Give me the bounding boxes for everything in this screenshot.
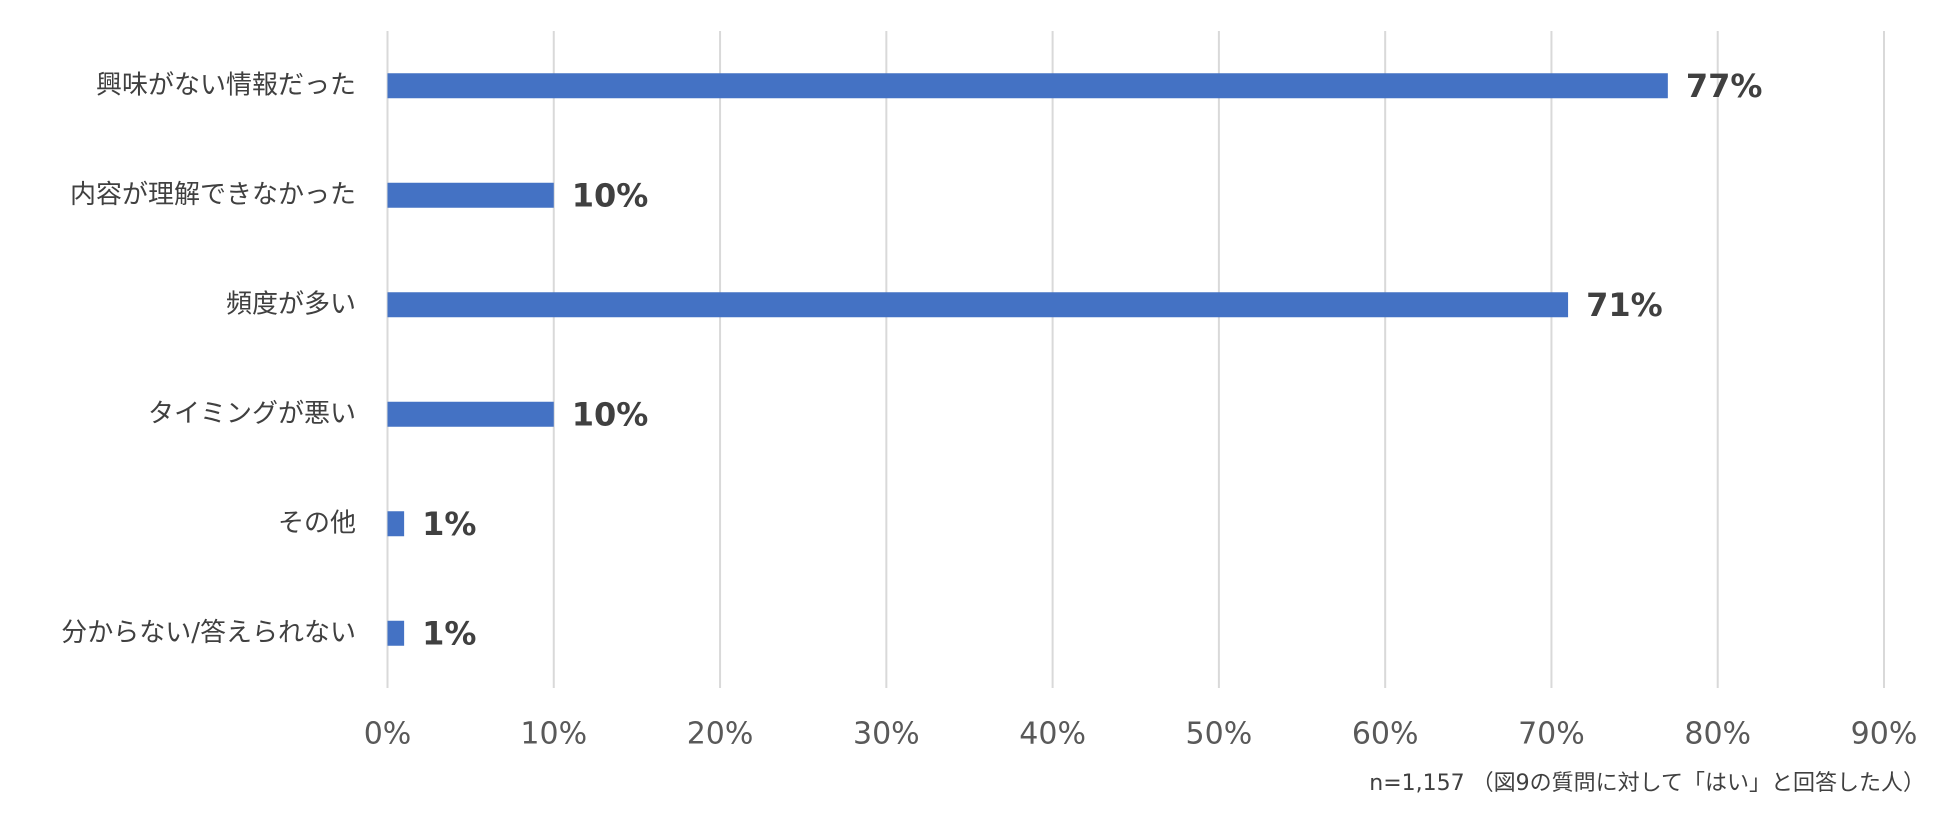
- y-tick-label: 内容が理解できなかった: [70, 180, 356, 210]
- x-tick-label: 60%: [1352, 717, 1419, 752]
- data-label: 1%: [422, 614, 476, 652]
- x-tick-label: 90%: [1851, 717, 1918, 752]
- x-tick-label: 80%: [1684, 717, 1751, 752]
- x-tick-label: 20%: [687, 717, 754, 752]
- data-label: 77%: [1686, 67, 1763, 105]
- y-tick-label: 興味がない情報だった: [96, 70, 356, 100]
- data-label: 1%: [422, 505, 476, 543]
- x-tick-label: 40%: [1019, 717, 1086, 752]
- bar: [387, 620, 405, 646]
- bar: [387, 73, 1668, 99]
- note: n=1,157 （図9の質問に対して「はい」と回答した人）: [1369, 771, 1925, 796]
- x-tick-label: 50%: [1186, 717, 1253, 752]
- y-tick-label: 頻度が多い: [226, 289, 356, 319]
- data-label: 10%: [572, 395, 649, 433]
- bar: [387, 292, 1569, 318]
- bar: [387, 511, 405, 537]
- y-tick-label: その他: [278, 508, 356, 538]
- data-label: 71%: [1586, 286, 1663, 324]
- bar: [387, 401, 554, 427]
- bar: [387, 182, 554, 208]
- x-tick-label: 70%: [1518, 717, 1585, 752]
- x-tick-label: 10%: [520, 717, 587, 752]
- data-label: 10%: [572, 176, 649, 214]
- y-tick-label: 分からない/答えられない: [61, 618, 356, 648]
- x-tick-label: 0%: [364, 717, 412, 752]
- x-tick-label: 30%: [853, 717, 920, 752]
- y-tick-label: タイミングが悪い: [148, 399, 356, 429]
